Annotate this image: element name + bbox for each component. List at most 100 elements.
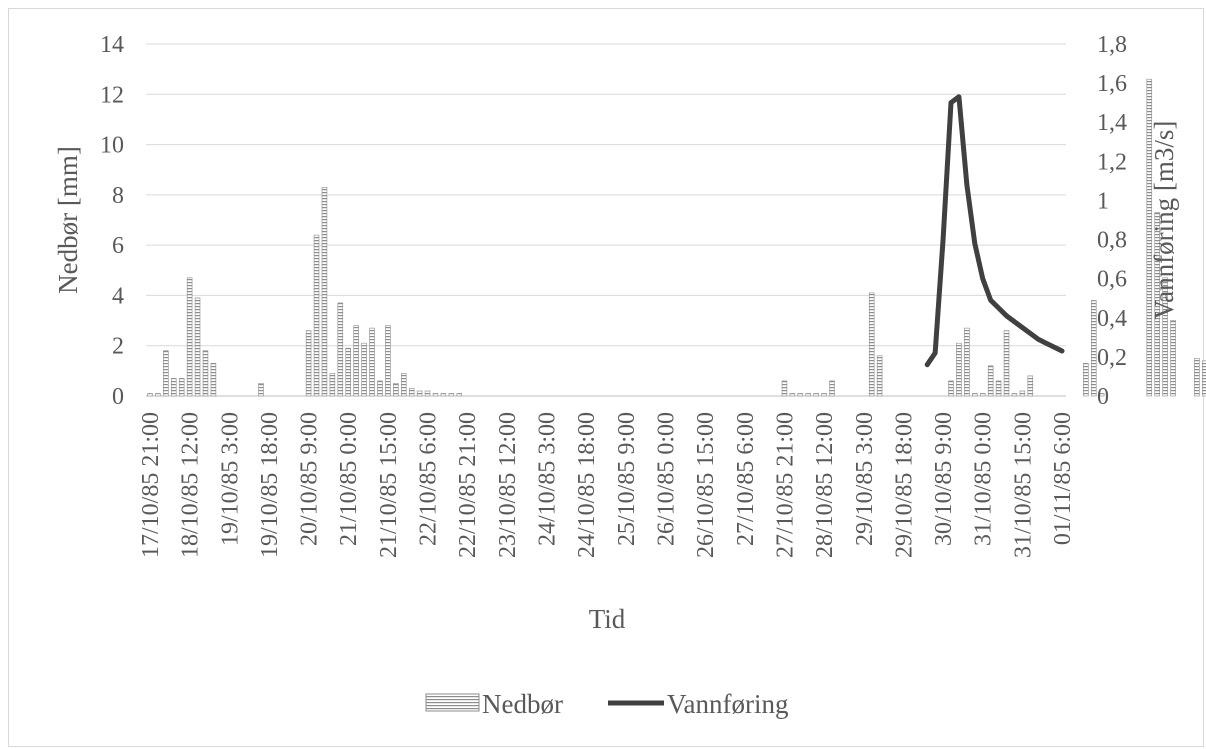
bar-nedbor (369, 327, 375, 397)
y-tick-label-right: 1,2 (1097, 149, 1127, 175)
bar-nedbor (956, 342, 962, 397)
bar-nedbor (821, 393, 827, 397)
x-tick-label: 26/10/85 0:00 (653, 412, 679, 546)
x-tick-label: 27/10/85 6:00 (733, 412, 759, 546)
y-axis-label-left: Nedbør [mm] (53, 146, 83, 294)
bar-nedbor (987, 365, 994, 397)
bar-nedbor (1027, 375, 1034, 397)
bar-nedbor (408, 388, 415, 397)
bar-nedbor (329, 373, 336, 397)
bar-nedbor (171, 378, 177, 397)
bar-nedbor (202, 350, 209, 397)
bar-nedbor (781, 380, 788, 397)
precipitation-bars (147, 78, 1206, 397)
y-tick-label-left: 0 (112, 384, 124, 410)
x-tick-label: 25/10/85 9:00 (614, 412, 640, 546)
y-tick-label-right: 0 (1097, 384, 1109, 410)
bar-nedbor (1083, 363, 1089, 397)
bar-nedbor (948, 380, 954, 397)
bar-nedbor (377, 380, 383, 397)
bar-nedbor (345, 347, 351, 397)
x-tick-label: 17/10/85 21:00 (138, 412, 164, 558)
y-tick-label-right: 1,4 (1097, 110, 1127, 136)
y-tick-label-left: 2 (112, 334, 124, 360)
x-tick-label: 01/11/85 6:00 (1050, 412, 1076, 545)
bar-nedbor (432, 393, 439, 397)
legend-label-vannforing: Vannføring (667, 689, 788, 719)
y-tick-label-right: 0,8 (1097, 228, 1127, 254)
legend-swatch-nedbor (425, 693, 480, 712)
y-tick-label-right: 1 (1097, 188, 1109, 214)
bar-nedbor (321, 187, 328, 397)
y-axis-label-right: Vannføring [m3/s] (1149, 121, 1179, 320)
x-tick-label: 20/10/85 9:00 (297, 412, 323, 546)
x-tick-label: 24/10/85 18:00 (574, 412, 600, 558)
bar-nedbor (797, 393, 804, 397)
bar-nedbor (416, 390, 423, 397)
bar-nedbor (979, 393, 986, 397)
bar-nedbor (393, 383, 399, 397)
bar-nedbor (1091, 300, 1097, 397)
x-tick-label: 21/10/85 0:00 (336, 412, 362, 546)
bar-nedbor (400, 373, 407, 397)
bar-nedbor (868, 292, 875, 397)
bar-nedbor (995, 380, 1002, 397)
bar-nedbor (385, 325, 391, 397)
x-tick-label: 26/10/85 15:00 (693, 412, 719, 558)
gridlines (146, 43, 1066, 397)
legend-label-nedbor: Nedbør (482, 689, 563, 719)
bar-nedbor (805, 393, 812, 397)
bar-nedbor (424, 390, 431, 397)
bar-nedbor (147, 393, 153, 397)
x-tick-label: 29/10/85 3:00 (852, 412, 878, 546)
x-tick-label: 23/10/85 12:00 (495, 412, 521, 558)
x-tick-label: 27/10/85 21:00 (772, 412, 798, 558)
bar-nedbor (1162, 277, 1168, 397)
y-tick-label-left: 12 (100, 82, 124, 108)
x-tick-label: 22/10/85 6:00 (416, 412, 442, 546)
x-tick-label: 31/10/85 15:00 (1010, 412, 1036, 558)
x-tick-label: 21/10/85 15:00 (376, 412, 402, 558)
y-tick-label-left: 14 (100, 32, 124, 58)
y-tick-label-right: 0,2 (1097, 345, 1127, 371)
bar-nedbor (1146, 78, 1153, 397)
bar-nedbor (813, 393, 819, 397)
x-axis-ticks: 17/10/85 21:00 18/10/85 12:00 19/10/85 3:0… (138, 412, 1076, 558)
bar-nedbor (829, 380, 835, 397)
y-tick-label-right: 1,6 (1097, 71, 1127, 97)
right-axis-ticks: 0 0,2 0,4 0,6 0,8 1 1,2 1,4 1,6 1,8 (1097, 32, 1127, 410)
x-tick-label: 18/10/85 12:00 (178, 412, 204, 558)
y-tick-label-left: 4 (112, 283, 124, 309)
bar-nedbor (964, 327, 970, 397)
y-tick-label-right: 0,4 (1097, 306, 1127, 332)
left-axis-ticks: 0 2 4 6 8 10 12 14 (100, 32, 124, 410)
y-tick-label-right: 0,6 (1097, 267, 1127, 293)
bar-nedbor (1202, 360, 1206, 397)
bar-nedbor (972, 393, 978, 397)
bar-nedbor (313, 234, 320, 397)
x-tick-label: 31/10/85 0:00 (971, 412, 997, 546)
bar-nedbor (337, 302, 344, 397)
bar-nedbor (178, 378, 185, 397)
legend: Nedbør Vannføring (425, 689, 788, 719)
series-line-vannforing (924, 94, 1065, 368)
bar-nedbor (194, 297, 201, 397)
y-tick-label-left: 6 (112, 233, 124, 259)
x-tick-label: 19/10/85 3:00 (217, 412, 243, 546)
x-tick-label: 24/10/85 3:00 (535, 412, 561, 546)
bar-nedbor (440, 393, 447, 397)
y-tick-label-left: 8 (112, 183, 124, 209)
y-tick-label-left: 10 (100, 133, 124, 159)
bar-nedbor (361, 342, 367, 397)
bar-nedbor (1098, 393, 1105, 397)
bar-nedbor (353, 325, 359, 397)
bar-nedbor (163, 350, 169, 397)
bar-nedbor (1019, 390, 1026, 397)
bar-nedbor (305, 330, 312, 397)
x-tick-label: 19/10/85 18:00 (257, 412, 283, 558)
bar-nedbor (456, 393, 463, 397)
bar-nedbor (1003, 330, 1010, 397)
bar-nedbor (258, 383, 264, 397)
bar-nedbor (876, 355, 883, 397)
